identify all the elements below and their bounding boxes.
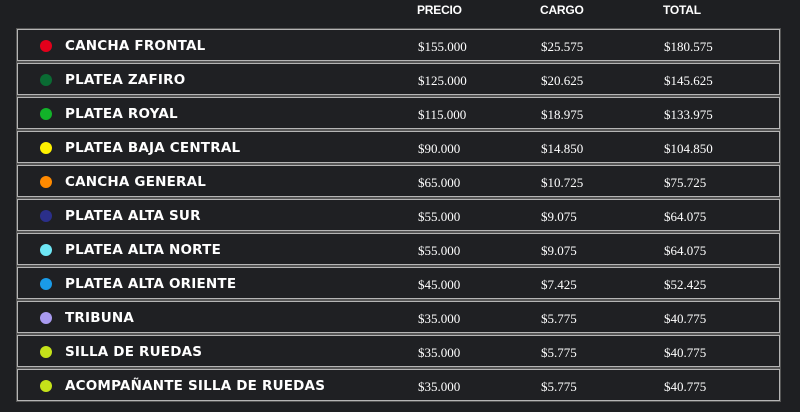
charge: $10.725 xyxy=(541,175,584,190)
sector-color-dot-icon xyxy=(40,142,52,154)
total: $104.850 xyxy=(664,141,713,156)
table-row: ACOMPAÑANTE SILLA DE RUEDAS $35.000 $5.7… xyxy=(16,368,781,402)
table-row: PLATEA ALTA SUR $55.000 $9.075 $64.075 xyxy=(16,198,781,232)
price: $35.000 xyxy=(418,311,461,326)
sector-name: PLATEA ALTA ORIENTE xyxy=(65,276,237,292)
price: $115.000 xyxy=(418,107,467,122)
sector-color-dot-icon xyxy=(40,108,52,120)
table-row: PLATEA BAJA CENTRAL $90.000 $14.850 $104… xyxy=(16,130,781,164)
total: $75.725 xyxy=(664,175,707,190)
table-row: PLATEA ALTA NORTE $55.000 $9.075 $64.075 xyxy=(16,232,781,266)
price: $45.000 xyxy=(418,277,461,292)
price: $155.000 xyxy=(418,39,467,54)
sector-name: PLATEA ALTA SUR xyxy=(65,208,201,224)
charge: $9.075 xyxy=(541,243,577,258)
sector-name: ACOMPAÑANTE SILLA DE RUEDAS xyxy=(65,378,326,394)
charge: $18.975 xyxy=(541,107,584,122)
sector-color-dot-icon xyxy=(40,210,52,222)
charge: $25.575 xyxy=(541,39,584,54)
sector-name: SILLA DE RUEDAS xyxy=(65,344,203,360)
sector-color-dot-icon xyxy=(40,346,52,358)
table-row: SILLA DE RUEDAS $35.000 $5.775 $40.775 xyxy=(16,334,781,368)
price-table: CANCHA FRONTAL $155.000 $25.575 $180.575… xyxy=(16,28,781,403)
charge: $9.075 xyxy=(541,209,577,224)
sector-color-dot-icon xyxy=(40,312,52,324)
sector-name: PLATEA BAJA CENTRAL xyxy=(65,140,241,156)
table-row: PLATEA ROYAL $115.000 $18.975 $133.975 xyxy=(16,96,781,130)
charge: $7.425 xyxy=(541,277,577,292)
sector-name: PLATEA ALTA NORTE xyxy=(65,242,221,258)
price: $125.000 xyxy=(418,73,467,88)
sector-name: CANCHA FRONTAL xyxy=(65,38,206,54)
table-row: PLATEA ALTA ORIENTE $45.000 $7.425 $52.4… xyxy=(16,266,781,300)
total: $180.575 xyxy=(664,39,713,54)
total: $64.075 xyxy=(664,243,707,258)
table-row: CANCHA GENERAL $65.000 $10.725 $75.725 xyxy=(16,164,781,198)
total: $52.425 xyxy=(664,277,707,292)
price: $90.000 xyxy=(418,141,461,156)
total: $40.775 xyxy=(664,345,707,360)
sector-name: PLATEA ZAFIRO xyxy=(65,72,186,88)
sector-name: CANCHA GENERAL xyxy=(65,174,207,190)
price: $65.000 xyxy=(418,175,461,190)
header-charge: CARGO xyxy=(540,3,584,17)
total: $133.975 xyxy=(664,107,713,122)
sector-color-dot-icon xyxy=(40,244,52,256)
charge: $20.625 xyxy=(541,73,584,88)
table-row: TRIBUNA $35.000 $5.775 $40.775 xyxy=(16,300,781,334)
charge: $14.850 xyxy=(541,141,584,156)
header-price: PRECIO xyxy=(417,3,462,17)
sector-color-dot-icon xyxy=(40,278,52,290)
sector-name: PLATEA ROYAL xyxy=(65,106,178,122)
price: $55.000 xyxy=(418,243,461,258)
price: $35.000 xyxy=(418,345,461,360)
charge: $5.775 xyxy=(541,345,577,360)
total: $40.775 xyxy=(664,379,707,394)
sector-name: TRIBUNA xyxy=(65,310,135,326)
price: $55.000 xyxy=(418,209,461,224)
sector-color-dot-icon xyxy=(40,380,52,392)
charge: $5.775 xyxy=(541,379,577,394)
table-row: PLATEA ZAFIRO $125.000 $20.625 $145.625 xyxy=(16,62,781,96)
sector-color-dot-icon xyxy=(40,74,52,86)
sector-color-dot-icon xyxy=(40,40,52,52)
price: $35.000 xyxy=(418,379,461,394)
charge: $5.775 xyxy=(541,311,577,326)
table-row: CANCHA FRONTAL $155.000 $25.575 $180.575 xyxy=(16,28,781,62)
total: $145.625 xyxy=(664,73,713,88)
total: $64.075 xyxy=(664,209,707,224)
total: $40.775 xyxy=(664,311,707,326)
header-total: TOTAL xyxy=(663,3,701,17)
sector-color-dot-icon xyxy=(40,176,52,188)
